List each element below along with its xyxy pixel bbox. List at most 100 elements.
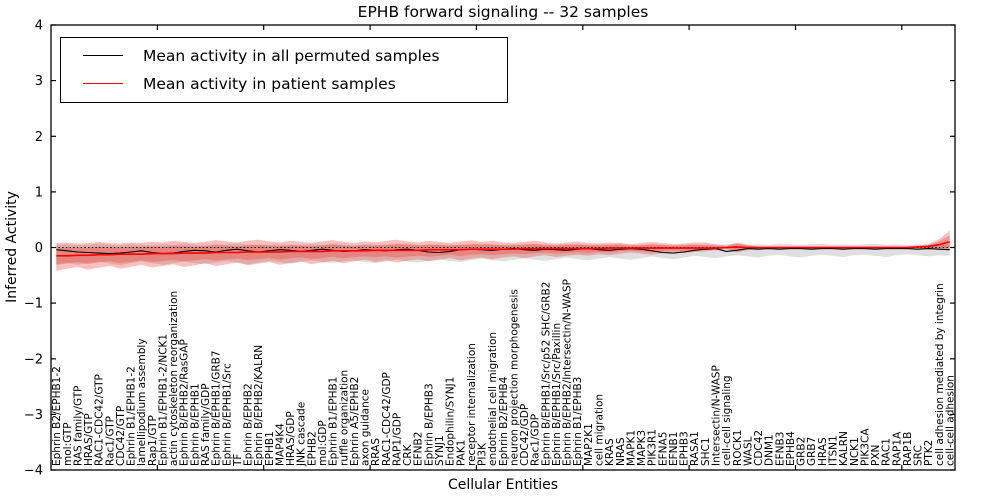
x-tick-label: CRK (402, 443, 414, 466)
legend-label-patient: Mean activity in patient samples (143, 74, 396, 93)
y-tick-label: −3 (24, 408, 43, 423)
x-tick-label: ruffle organization (338, 370, 350, 466)
x-tick-label: HRAS (817, 437, 829, 466)
x-tick-label: Ephrin B1/EPHB1-2 (126, 366, 138, 466)
x-tick-label: mol:GTP (62, 422, 74, 466)
x-tick-label: PAK1 (455, 440, 467, 466)
x-tick-label: EFNB1 (668, 432, 680, 466)
x-tick-label: Ephrin B2/EPHB4 (498, 376, 510, 466)
x-tick-label: RAC1 (881, 438, 893, 466)
x-tick-label: axon guidance (360, 389, 372, 466)
x-tick-label: HRAS/GDP (285, 411, 297, 466)
confidence-band-permuted (56, 243, 950, 266)
legend-line-sample-patient (83, 83, 123, 84)
x-tick-label: KALRN (838, 431, 850, 466)
x-tick-label: Ephrin B1/EPHB1-2/NCK1 (158, 334, 170, 466)
x-tick-label: NRAS (615, 437, 627, 466)
x-tick-label: TF (232, 454, 244, 467)
x-tick-label: cell-cell signaling (721, 375, 733, 466)
legend: Mean activity in all permuted samples Me… (60, 37, 508, 103)
x-tick-label: HRAS/GTP (83, 413, 95, 466)
x-tick-label: Ephrin B/EPHB1 (189, 383, 201, 466)
x-tick-label: Ephrin B/EPHB1/GRB7 (211, 350, 223, 466)
x-tick-label: EFNA5 (657, 432, 669, 466)
x-tick-label: ROCK1 (732, 430, 744, 466)
x-tick-label: DNM1 (764, 434, 776, 466)
x-tick-label: MAPK1 (625, 430, 637, 466)
y-axis-label: Inferred Activity (4, 191, 20, 303)
x-tick-label: Ephrin B/EPHB2 (243, 383, 255, 466)
x-tick-label: PXN (870, 445, 882, 466)
x-tick-label: SHC1 (700, 437, 712, 466)
x-tick-label: CDC42/GTP (115, 406, 127, 466)
x-tick-label: Rac1/GTP (104, 416, 116, 466)
x-tick-label: RAS family/GTP (72, 385, 84, 466)
x-tick-label: JNK cascade (296, 402, 308, 467)
x-tick-label: RAC1-CDC42/GTP (94, 374, 106, 466)
x-tick-label: mol:GDP (317, 420, 329, 466)
confidence-band-patient-inner (56, 235, 950, 265)
x-tick-label: Ephrin B/EPHB3 (423, 383, 435, 466)
x-tick-label: GRB2 (796, 437, 808, 466)
x-tick-label: ITSN1 (828, 435, 840, 466)
x-tick-label: NCK1 (849, 437, 861, 466)
x-tick-label: RAS family/GDP (200, 383, 212, 466)
confidence-band-patient-outer (56, 230, 950, 271)
x-tick-label: MAP2K1 (583, 423, 595, 466)
legend-label-permuted: Mean activity in all permuted samples (143, 46, 440, 65)
x-tick-label: actin cytoskeleton reorganization (168, 291, 180, 466)
x-tick-label: Endophilin/SYNJ1 (445, 377, 457, 466)
x-tick-label: EPHB2 (306, 431, 318, 466)
x-tick-label: neuron projection morphogenesis (508, 289, 520, 466)
x-tick-label: Ephrin B2/EPHB1-2 (51, 366, 63, 466)
x-tick-label: Ephrin A5/EPHB2 (349, 377, 361, 466)
x-tick-label: cell adhesion mediated by integrin (934, 283, 946, 466)
x-tick-label: Ephrin B/EPHB1/Src/p52 SHC/GRB2 (540, 282, 552, 466)
legend-line-sample-permuted (83, 55, 123, 56)
y-tick-label: −2 (24, 352, 43, 367)
x-tick-label: cell-cell adhesion (945, 375, 957, 466)
x-tick-label: MAP4K4 (275, 423, 287, 466)
y-tick-label: −4 (24, 464, 43, 479)
x-tick-label: Intersectin/N-WASP (711, 365, 723, 466)
x-tick-label: endothelial cell migration (487, 332, 499, 466)
y-tick-label: 1 (35, 185, 43, 200)
x-tick-label: Rap1/GTP (147, 415, 159, 466)
x-tick-label: EFNB3 (774, 432, 786, 466)
legend-item-patient: Mean activity in patient samples (71, 73, 497, 94)
legend-item-permuted: Mean activity in all permuted samples (71, 45, 497, 66)
y-tick-label: 0 (35, 241, 43, 256)
x-tick-label: Ephrin B/EPHB1/Src/Paxillin (551, 323, 563, 466)
x-tick-label: cell migration (594, 394, 606, 466)
patient-mean-line (56, 241, 950, 257)
x-tick-label: Ephrin B/EPHB1/Src (221, 363, 233, 466)
x-tick-label: SRC (913, 445, 925, 466)
x-tick-label: EPHB1 (264, 431, 276, 466)
x-tick-label: lamellipodium assembly (136, 338, 148, 466)
x-tick-label: PIK3R1 (647, 429, 659, 466)
x-tick-label: Ephrin B/EPHB2/Intersectin/N-WASP (562, 279, 574, 466)
x-tick-label: Ephrin B1/EPHB1 (328, 377, 340, 466)
x-tick-label: RASA1 (689, 431, 701, 466)
x-tick-label: EPHB4 (785, 431, 797, 466)
x-tick-label: RRAS (370, 438, 382, 466)
y-tick-label: 4 (35, 19, 43, 34)
x-tick-label: RAP1B (902, 432, 914, 466)
x-tick-label: EFNB2 (413, 432, 425, 466)
y-tick-label: 2 (35, 130, 43, 145)
x-tick-label: KRAS (604, 438, 616, 466)
x-tick-label: CDC42 (753, 430, 765, 466)
y-tick-label: −1 (24, 297, 43, 312)
x-tick-label: CDC42/GDP (519, 404, 531, 466)
x-tick-label: GRB7 (806, 437, 818, 466)
chart-title: EPHB forward signaling -- 32 samples (357, 3, 649, 21)
x-tick-label: WASL (742, 436, 754, 466)
x-axis-label: Cellular Entities (447, 477, 559, 493)
y-tick-label: 3 (35, 74, 43, 89)
x-tick-label: RAP1A (891, 431, 903, 466)
x-tick-label: PI3K (477, 442, 489, 466)
x-tick-label: SYNJ1 (434, 435, 446, 466)
x-tick-label: RAP1/GDP (391, 413, 403, 466)
